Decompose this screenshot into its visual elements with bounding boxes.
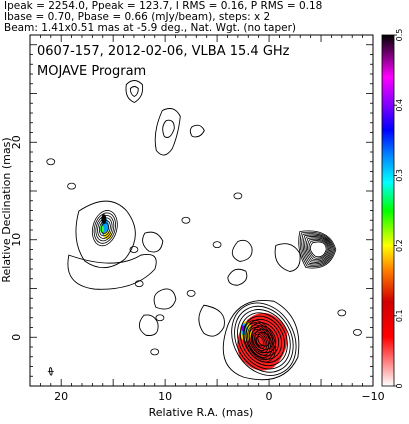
core-contour [242, 315, 285, 363]
core-contour [255, 336, 264, 347]
colorbar-tick-label: 0.4 [395, 99, 404, 112]
core-contour [248, 326, 271, 356]
northern-feature-contour [162, 119, 175, 138]
knot-contour [95, 215, 115, 242]
header-stats-line: Ipeak = 2254.0, Ppeak = 123.7, I RMS = 0… [4, 0, 323, 12]
noise-contour [337, 309, 347, 317]
axis-tick-labels: 20 10 0 −10 0 10 20 [10, 135, 385, 403]
noise-contour [134, 280, 144, 288]
knot-contour [93, 212, 116, 244]
east-feature-contour [302, 234, 333, 265]
noise-contour [46, 158, 56, 166]
knot-contour [98, 219, 111, 237]
east-feature-contour [308, 240, 328, 259]
colorbar-tick-label: 0.2 [395, 239, 404, 252]
noise-contour [129, 246, 139, 253]
colorbar-tick-label: 0.5 [395, 29, 404, 42]
knot-contour [67, 254, 157, 290]
core-contour [252, 331, 268, 352]
core-contour [239, 312, 288, 367]
noise-contour [353, 328, 362, 336]
core-contour [245, 318, 283, 360]
colorbar-tick-label: 0 [395, 383, 404, 388]
noise-contour [181, 216, 191, 224]
plot-frame [29, 34, 374, 387]
knot-contour [91, 210, 118, 247]
x-tick-label: 10 [158, 390, 172, 403]
core-contour [227, 268, 248, 286]
noise-contour [233, 192, 243, 200]
northern-feature-contour [189, 124, 205, 138]
east-feature-contour [310, 241, 327, 258]
east-feature-contour [274, 243, 301, 272]
knot-contour [142, 231, 164, 253]
header-beam-line: Beam: 1.41x0.51 mas at -5.9 deg., Nat. W… [4, 22, 297, 34]
core-contour [245, 322, 275, 361]
axis-ticks [29, 34, 374, 387]
core-contour [237, 309, 291, 370]
core-contour [222, 299, 300, 381]
y-tick-label: 10 [10, 233, 23, 247]
core-contour [231, 302, 297, 376]
core-contour [198, 304, 225, 337]
northern-feature-contour [154, 108, 181, 156]
knot-contour [97, 217, 113, 239]
colorbar [381, 34, 395, 387]
chart-title: 0607-157, 2012-02-06, VLBA 15.4 GHz [37, 44, 290, 59]
noise-contour [67, 182, 76, 190]
east-feature-contour [305, 237, 331, 262]
east-feature-contour [304, 236, 332, 263]
northern-feature-contour [129, 86, 139, 98]
noise-contour [155, 314, 165, 322]
chart-subtitle: MOJAVE Program [37, 64, 146, 79]
knot-contour [100, 222, 109, 234]
noise-contour [150, 348, 160, 356]
x-axis-label: Relative R.A. (mas) [149, 406, 254, 419]
core-contour [250, 329, 270, 354]
core-contour [254, 333, 266, 349]
y-axis-label: Relative Declination (mas) [0, 137, 13, 282]
colorbar-tick-label: 0.3 [395, 169, 404, 182]
core-contour [247, 324, 273, 358]
east-feature-contour [231, 239, 253, 262]
core-contour [153, 288, 177, 310]
x-tick-label: −10 [361, 390, 384, 403]
east-feature-contour [299, 231, 336, 268]
core-contour [243, 320, 276, 363]
noise-contour [186, 289, 196, 297]
core-contour [138, 314, 159, 336]
core-contour [234, 305, 294, 373]
east-feature-contour [298, 230, 337, 269]
colorbar-ticks: 0 0.1 0.2 0.3 0.4 0.5 [394, 29, 404, 389]
northern-feature-contour [125, 80, 144, 104]
noise-contour [212, 241, 222, 249]
colorbar-tick-label: 0.1 [395, 309, 404, 322]
knot-color-fill [99, 225, 104, 234]
east-feature-contour [307, 238, 330, 260]
x-tick-label: 20 [54, 390, 68, 403]
contour-layer [46, 80, 362, 381]
y-tick-label: 0 [10, 334, 23, 341]
header-base-line: Ibase = 0.70, Pbase = 0.66 (mJy/beam), s… [4, 11, 271, 23]
east-feature-contour [301, 233, 334, 266]
x-tick-label: 0 [266, 390, 273, 403]
y-tick-label: 20 [10, 135, 23, 149]
knot-contour [75, 200, 136, 269]
